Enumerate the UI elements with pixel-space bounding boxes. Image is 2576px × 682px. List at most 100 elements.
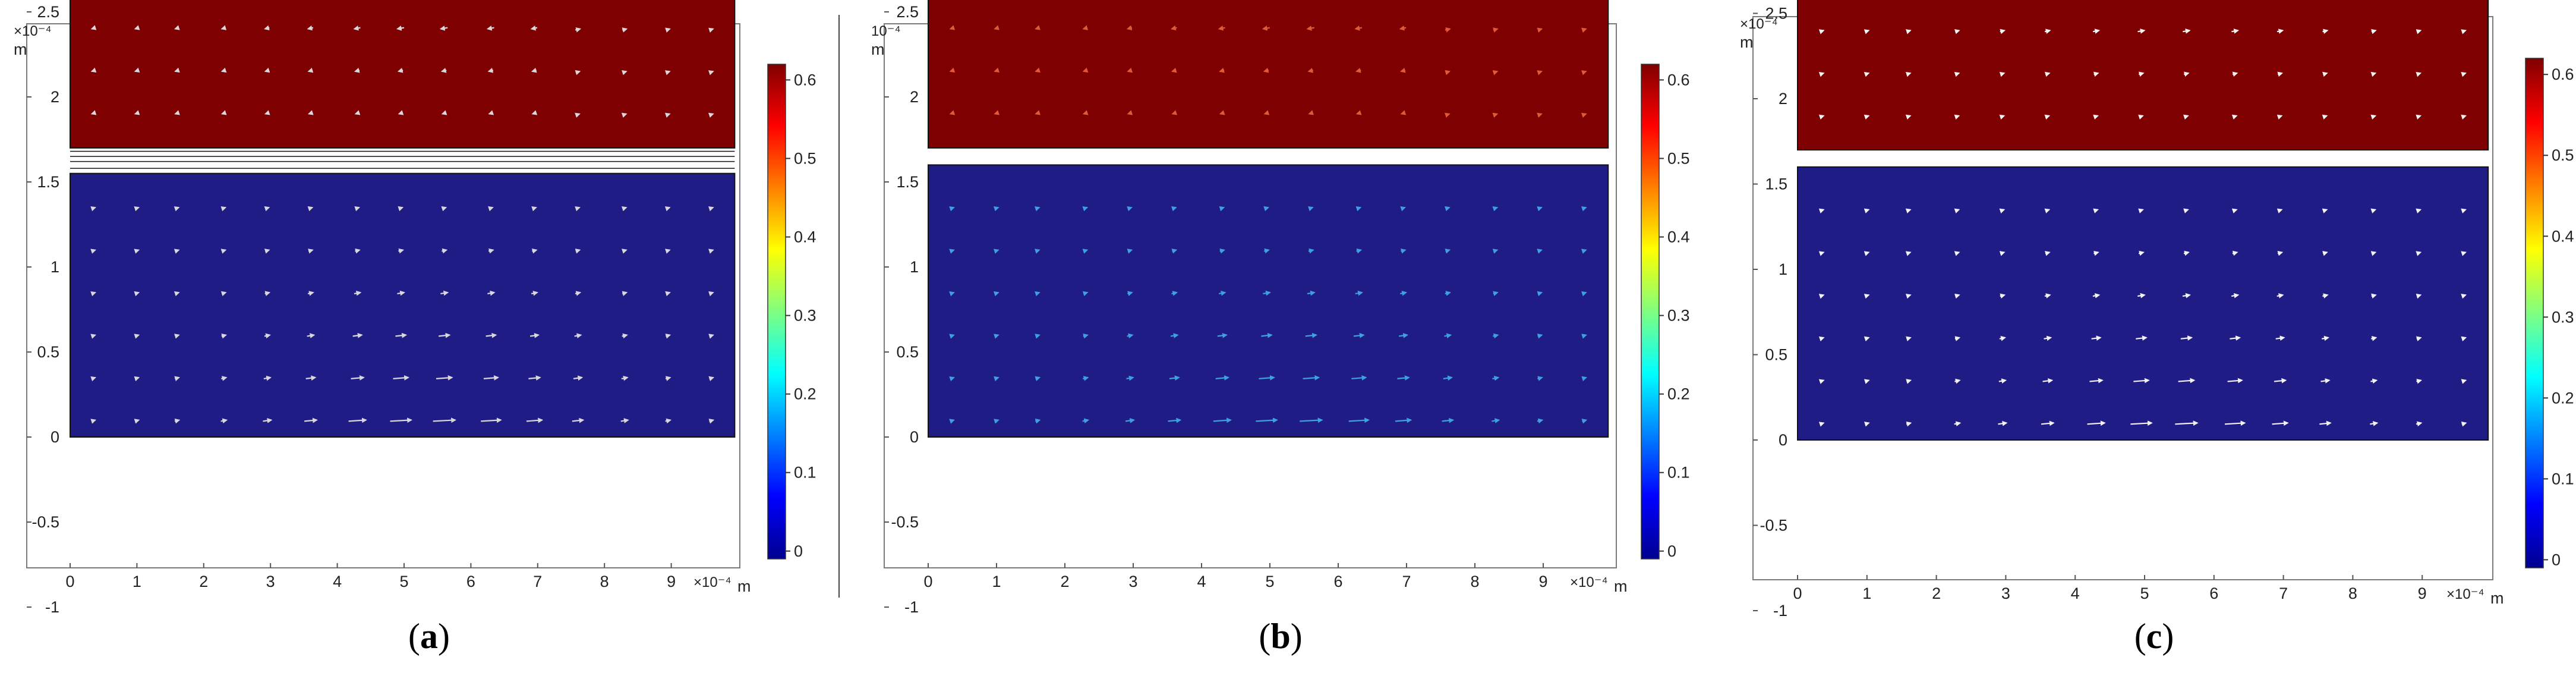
velocity-arrow xyxy=(2277,71,2283,77)
x-tick-label: 5 xyxy=(2140,584,2149,602)
velocity-arrow xyxy=(2232,250,2238,256)
velocity-arrow xyxy=(1998,420,2008,426)
velocity-arrow xyxy=(1126,25,1133,31)
velocity-arrow xyxy=(433,417,456,423)
velocity-arrow xyxy=(665,249,671,254)
velocity-arrow xyxy=(352,332,363,338)
velocity-arrow xyxy=(2092,29,2101,34)
velocity-arrow xyxy=(2138,250,2145,256)
velocity-arrow xyxy=(307,67,314,73)
velocity-arrow xyxy=(1213,417,1232,423)
velocity-arrow xyxy=(2227,378,2243,384)
velocity-arrow xyxy=(1537,376,1543,381)
velocity-arrow xyxy=(487,68,494,73)
velocity-arrow xyxy=(1493,27,1499,33)
x-tick-label: 6 xyxy=(466,573,475,590)
velocity-arrow xyxy=(2321,335,2329,341)
velocity-arrow xyxy=(2092,293,2101,298)
velocity-arrow xyxy=(1581,419,1588,424)
x-tick-label: 2 xyxy=(1060,573,1069,590)
velocity-arrow xyxy=(1443,375,1453,381)
velocity-arrow xyxy=(2044,293,2051,298)
velocity-arrow xyxy=(1864,71,1870,77)
y-tick-label: 0.5 xyxy=(896,343,919,361)
velocity-arrow xyxy=(572,417,585,423)
velocity-arrow xyxy=(220,291,227,297)
velocity-arrow xyxy=(2089,378,2104,384)
velocity-arrow xyxy=(174,291,180,297)
velocity-arrow xyxy=(395,332,408,338)
velocity-arrow xyxy=(134,376,140,382)
velocity-arrow xyxy=(708,334,714,339)
colorbar-tick-label: 0.6 xyxy=(794,71,816,89)
velocity-arrow xyxy=(1300,417,1323,423)
velocity-arrow xyxy=(1906,336,1912,342)
velocity-arrow xyxy=(220,110,227,115)
velocity-arrow xyxy=(1492,206,1499,212)
velocity-arrow xyxy=(1818,294,1825,299)
velocity-arrow xyxy=(1400,206,1406,212)
velocity-arrow xyxy=(1444,206,1451,212)
velocity-arrow xyxy=(134,249,140,254)
velocity-arrow xyxy=(2183,71,2190,77)
velocity-arrow xyxy=(949,291,955,297)
lower-region xyxy=(1797,166,2489,441)
velocity-arrow xyxy=(1308,110,1314,115)
x-tick-label: 3 xyxy=(1128,573,1137,590)
velocity-arrow xyxy=(134,206,140,212)
velocity-arrow xyxy=(2093,114,2099,120)
velocity-arrow xyxy=(528,375,541,381)
velocity-arrow xyxy=(2000,29,2006,34)
velocity-arrow xyxy=(1082,376,1089,381)
velocity-arrow xyxy=(1537,70,1543,76)
velocity-arrow xyxy=(2044,208,2051,213)
velocity-arrow xyxy=(1171,67,1177,73)
velocity-arrow xyxy=(2416,114,2422,120)
velocity-arrow xyxy=(440,68,447,73)
velocity-arrow xyxy=(949,25,956,30)
velocity-arrow xyxy=(1444,333,1452,338)
velocity-arrow xyxy=(664,112,671,118)
y-tick-label: -0.5 xyxy=(891,513,919,531)
velocity-arrow xyxy=(530,25,538,31)
velocity-arrow xyxy=(1082,418,1090,424)
y-exponent: ×10⁻⁴ xyxy=(14,23,52,39)
velocity-arrow xyxy=(1127,110,1133,115)
velocity-arrow xyxy=(1581,206,1587,212)
velocity-arrow xyxy=(481,417,502,423)
panel-label: (a) xyxy=(408,617,450,656)
velocity-arrow xyxy=(2371,29,2377,34)
velocity-arrow xyxy=(307,333,316,338)
x-tick-label: 7 xyxy=(2279,584,2288,602)
velocity-arrow xyxy=(1127,249,1133,254)
velocity-arrow xyxy=(2042,378,2054,384)
velocity-arrow xyxy=(1355,110,1362,115)
velocity-arrow xyxy=(1218,25,1225,31)
velocity-arrow xyxy=(488,248,494,254)
velocity-arrow xyxy=(949,376,955,382)
colorbar-tick-label: 0 xyxy=(794,542,803,560)
velocity-arrow xyxy=(90,67,97,73)
velocity-arrow xyxy=(2133,378,2150,384)
velocity-arrow xyxy=(1445,27,1451,33)
velocity-arrow xyxy=(264,206,270,212)
x-tick-label: 9 xyxy=(1538,573,1547,590)
velocity-arrow xyxy=(1308,248,1314,254)
velocity-arrow xyxy=(2416,336,2422,341)
velocity-arrow xyxy=(90,291,97,297)
velocity-arrow xyxy=(487,290,496,296)
velocity-arrow xyxy=(174,67,180,73)
velocity-arrow xyxy=(1492,418,1500,423)
velocity-arrow xyxy=(2461,336,2467,342)
velocity-arrow xyxy=(2138,114,2144,120)
velocity-arrow xyxy=(2230,335,2241,341)
velocity-arrow xyxy=(993,291,999,297)
colorbar-tick-label: 0 xyxy=(2552,551,2561,568)
velocity-arrow xyxy=(1171,249,1178,254)
velocity-arrow xyxy=(174,376,180,382)
velocity-arrow xyxy=(441,110,447,115)
x-tick-label: 6 xyxy=(1333,573,1342,590)
velocity-arrow xyxy=(575,249,581,254)
velocity-arrow xyxy=(2370,251,2377,256)
velocity-arrow xyxy=(1581,249,1587,254)
